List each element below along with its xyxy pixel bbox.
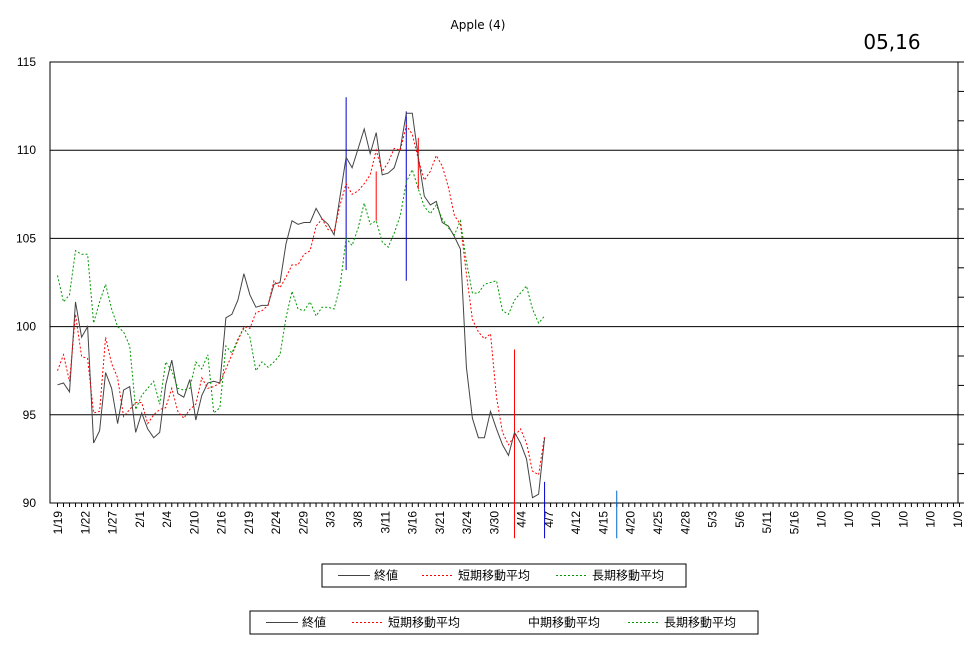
x-tick-label: 4/7 — [542, 511, 556, 528]
y-tick-label: 105 — [16, 231, 36, 245]
x-tick-label: 3/21 — [433, 511, 447, 535]
legend-secondary: 終値 短期移動平均 中期移動平均 長期移動平均 — [249, 610, 759, 635]
x-tick-label: 5/3 — [706, 511, 720, 528]
x-tick-label: 4/28 — [678, 511, 692, 535]
legend-label: 終値 — [302, 615, 326, 630]
x-tick-label: 1/19 — [51, 511, 65, 535]
x-axis-ticks: 1/19 1/22 1/27 2/1 2/4 2/10 2/16 2/19 2/24 2/29 3/… — [51, 503, 965, 534]
x-tick-label: 2/24 — [269, 511, 283, 535]
x-tick-label: 3/30 — [487, 511, 501, 535]
x-tick-label: 5/6 — [733, 511, 747, 528]
x-tick-label: 2/29 — [296, 511, 310, 535]
legend-primary: 終値 短期移動平均 長期移動平均 — [321, 563, 687, 588]
gridlines — [50, 149, 958, 416]
x-tick-label: 1/0 — [896, 511, 910, 528]
x-tick-label: 2/10 — [187, 511, 201, 535]
y-tick-label: 95 — [23, 408, 37, 422]
legend-label: 長期移動平均 — [664, 616, 736, 630]
x-tick-label: 4/20 — [624, 511, 638, 535]
x-tick-label: 2/16 — [215, 511, 229, 535]
x-tick-label: 4/4 — [515, 511, 529, 528]
y-tick-label: 110 — [17, 143, 36, 157]
y-axis-ticks: 90 95 100 105 110 115 — [16, 55, 36, 510]
plot-area-border — [49, 61, 959, 504]
x-tick-label: 3/11 — [378, 511, 392, 534]
date-stamp: 05,16 — [863, 30, 920, 54]
x-tick-label: 3/8 — [351, 511, 365, 528]
x-tick-label: 3/3 — [324, 511, 338, 528]
series-lines — [57, 112, 546, 499]
x-tick-label: 2/1 — [133, 511, 147, 528]
x-tick-label: 1/27 — [106, 511, 120, 535]
x-tick-label: 5/16 — [787, 511, 801, 535]
legend-label: 中期移動平均 — [528, 615, 600, 630]
chart-title: Apple (4) — [451, 18, 506, 32]
x-tick-label: 2/19 — [242, 511, 256, 535]
short-ma-line — [57, 124, 546, 476]
legend-label: 短期移動平均 — [458, 569, 530, 583]
right-axis-ticks — [958, 61, 964, 504]
x-tick-label: 3/16 — [406, 511, 420, 535]
x-tick-label: 1/0 — [815, 511, 829, 528]
x-tick-label: 1/0 — [924, 511, 938, 528]
x-tick-label: 1/0 — [869, 511, 883, 528]
x-tick-label: 1/22 — [78, 511, 92, 535]
x-tick-label: 3/24 — [460, 511, 474, 535]
legend-label: 長期移動平均 — [592, 569, 664, 583]
x-tick-label: 1/0 — [842, 511, 856, 528]
y-tick-label: 115 — [17, 55, 36, 69]
x-tick-label: 2/4 — [160, 511, 174, 528]
x-tick-label: 4/12 — [569, 511, 583, 535]
x-tick-label: 4/15 — [596, 511, 610, 535]
x-tick-label: 5/11 — [760, 511, 774, 534]
legend-label: 終値 — [374, 568, 398, 583]
x-tick-label: 4/25 — [651, 511, 665, 535]
close-price-line — [57, 112, 546, 499]
y-tick-label: 90 — [23, 496, 37, 510]
x-tick-label: 1/0 — [951, 511, 965, 528]
legend-box — [321, 563, 687, 588]
long-ma-line — [57, 168, 545, 415]
y-tick-label: 100 — [16, 320, 36, 334]
legend-label: 短期移動平均 — [388, 616, 460, 630]
